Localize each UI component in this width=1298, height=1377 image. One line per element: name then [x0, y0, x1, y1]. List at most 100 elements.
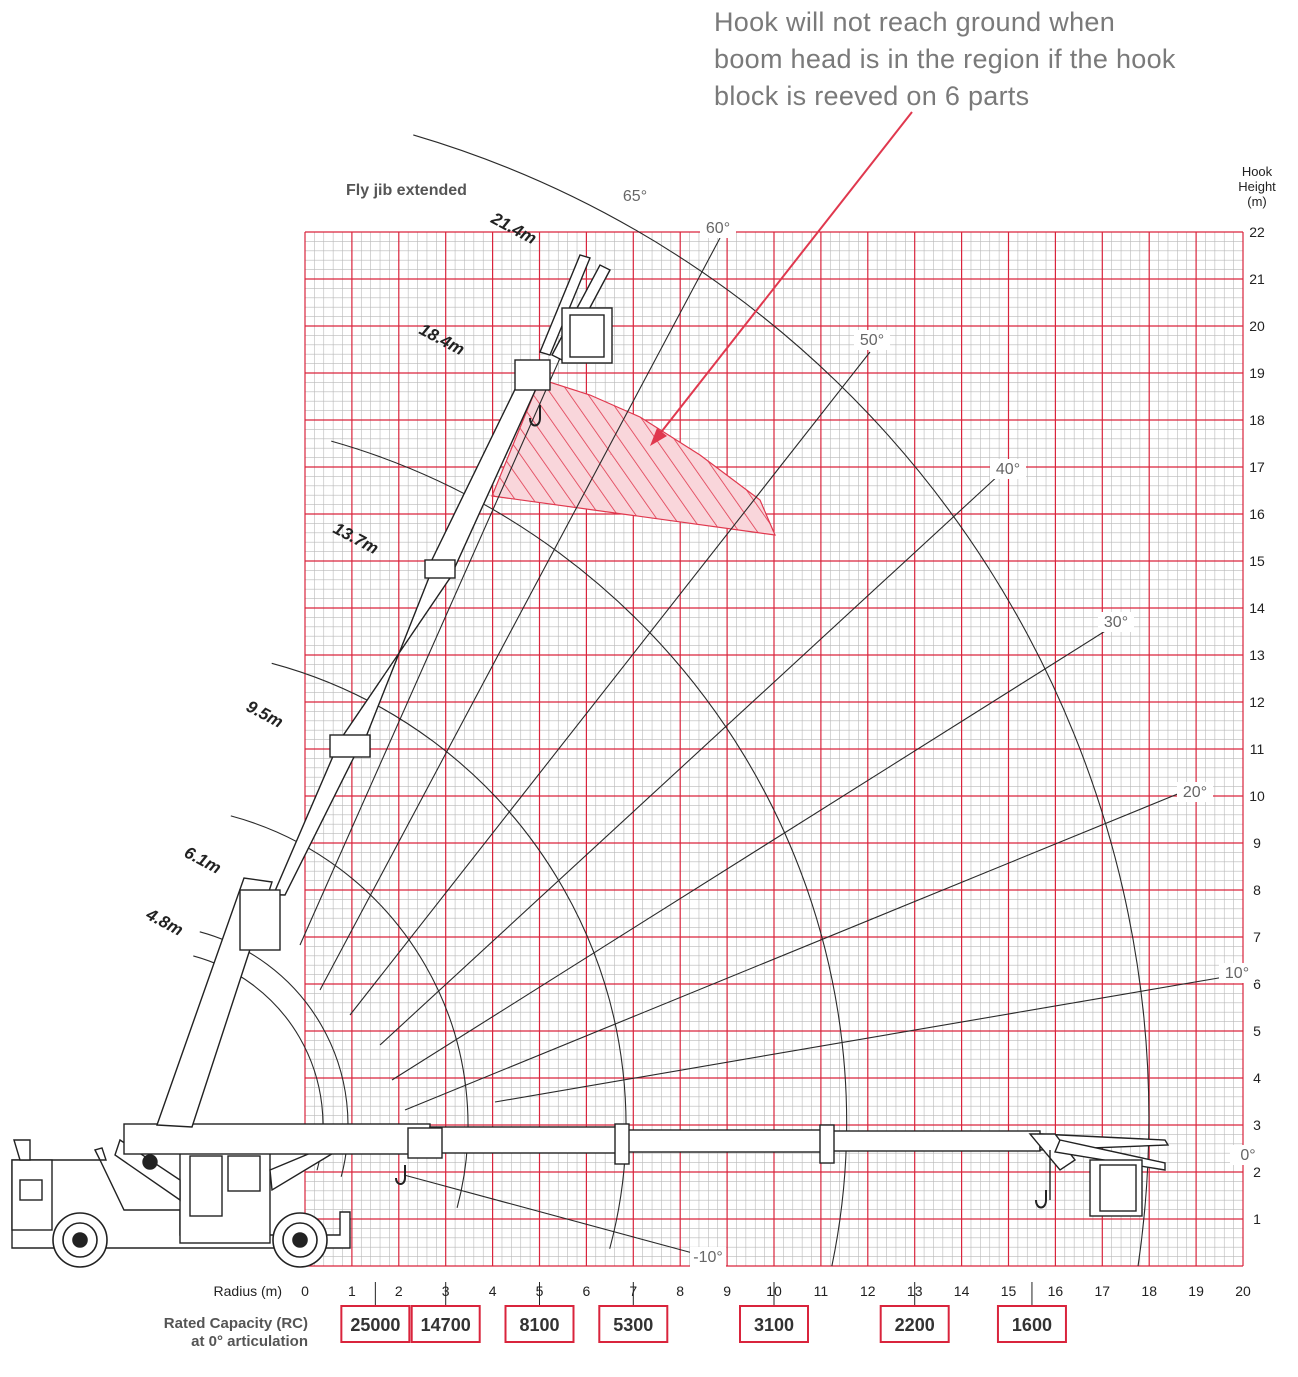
y-tick-label: 15	[1249, 553, 1265, 569]
x-tick-label: 15	[1001, 1283, 1017, 1299]
y-tick-label: 18	[1249, 412, 1265, 428]
y-tick-label: 8	[1253, 882, 1261, 898]
y-tick-label: 16	[1249, 506, 1265, 522]
x-tick-label: 1	[348, 1283, 356, 1299]
angle-label: 50°	[860, 332, 884, 349]
angle-label: -10°	[693, 1249, 723, 1266]
capacity-value: 14700	[421, 1315, 471, 1335]
capacity-value: 2200	[895, 1315, 935, 1335]
capacity-value: 25000	[350, 1315, 400, 1335]
x-tick-label: 11	[814, 1283, 829, 1299]
y-tick-label: 14	[1249, 600, 1265, 616]
annotation-line: Hook will not reach ground when	[714, 7, 1116, 37]
capacity-value: 3100	[754, 1315, 794, 1335]
x-tick-label: 17	[1095, 1283, 1111, 1299]
angle-label-bg	[617, 186, 653, 206]
y-axis-title: Height	[1238, 179, 1276, 194]
annotation-text: Hook will not reach ground when boom hea…	[714, 4, 1274, 115]
y-tick-label: 6	[1253, 976, 1261, 992]
capacity-cell	[340, 1305, 411, 1343]
y-tick-label: 9	[1253, 835, 1261, 851]
x-axis-title: Radius (m)	[214, 1283, 282, 1299]
y-tick-label: 7	[1253, 929, 1261, 945]
x-tick-label: 0	[301, 1283, 309, 1299]
angle-line	[404, 792, 1181, 1111]
capacity-cell	[996, 1305, 1067, 1343]
angle-lines	[299, 237, 1237, 1256]
angle-label: 65°	[623, 188, 647, 205]
x-tick-label: 2	[395, 1283, 403, 1299]
capacity-value: 5300	[613, 1315, 653, 1335]
angle-label-bg	[1230, 1145, 1266, 1165]
y-tick-label: 5	[1253, 1023, 1261, 1039]
angle-label: 40°	[996, 461, 1020, 478]
angle-label: 0°	[1240, 1147, 1255, 1164]
boom-length-label: 6.1m	[181, 843, 224, 878]
y-axis-title: Hook	[1242, 164, 1273, 179]
capacity-value: 1600	[1012, 1315, 1052, 1335]
capacity-value: 8100	[519, 1315, 559, 1335]
capacity-cell	[879, 1305, 950, 1343]
angle-label-bg	[1219, 963, 1255, 983]
y-tick-label: 1	[1253, 1211, 1261, 1227]
angle-line	[403, 1174, 701, 1256]
angle-line	[319, 237, 721, 991]
x-tick-label: 20	[1235, 1283, 1251, 1299]
capacity-cell	[410, 1305, 481, 1343]
x-tick-label: 9	[723, 1283, 731, 1299]
raised-boom	[156, 254, 613, 1128]
angle-label-bg	[690, 1247, 726, 1267]
major-grid	[304, 231, 1244, 1267]
x-tick-label: 4	[489, 1283, 497, 1299]
annotation-arrowhead	[650, 428, 667, 446]
capacity-title: Rated Capacity (RC)	[164, 1315, 308, 1332]
y-tick-label: 22	[1249, 224, 1265, 240]
y-tick-label: 2	[1253, 1164, 1261, 1180]
angle-label-bg	[1177, 782, 1213, 802]
x-tick-label: 8	[676, 1283, 684, 1299]
angle-label: 60°	[706, 220, 730, 237]
hook-tip-icon	[1035, 1190, 1047, 1209]
capacity-title: at 0° articulation	[191, 1333, 308, 1350]
capacity-cell	[739, 1305, 809, 1343]
y-tick-label: 20	[1249, 318, 1265, 334]
boom-arc	[413, 134, 1150, 1267]
x-tick-label: 12	[860, 1283, 876, 1299]
boom-length-label: 4.8m	[142, 904, 186, 939]
angle-label-bg	[990, 459, 1026, 479]
x-tick-label: 19	[1188, 1283, 1204, 1299]
y-tick-label: 13	[1249, 647, 1265, 663]
y-tick-label: 19	[1249, 365, 1265, 381]
wheels	[52, 1212, 328, 1268]
x-tick-label: 18	[1141, 1283, 1157, 1299]
angle-label: 20°	[1183, 784, 1207, 801]
hook-top-icon	[529, 405, 541, 427]
y-tick-label: 17	[1249, 459, 1265, 475]
angle-line	[391, 627, 1111, 1081]
boom-length-label: 21.4m	[487, 208, 539, 248]
x-tick-label: 16	[1048, 1283, 1064, 1299]
boom-length-label: 9.5m	[243, 697, 286, 732]
angle-line	[379, 473, 1001, 1046]
y-tick-label: 12	[1249, 694, 1265, 710]
y-tick-label: 3	[1253, 1117, 1261, 1133]
capacity-cell	[504, 1305, 575, 1343]
y-tick-label: 10	[1249, 788, 1265, 804]
annotation-arrow	[654, 111, 913, 441]
annotation-line: boom head is in the region if the hook	[714, 44, 1176, 74]
angle-label-bg	[700, 218, 736, 238]
unreachable-hook-region	[491, 378, 776, 536]
y-axis-title: (m)	[1247, 194, 1267, 209]
heading: Fly jib extended	[346, 182, 467, 199]
boom-length-label: 13.7m	[330, 519, 381, 558]
capacity-cell	[598, 1305, 669, 1343]
angle-label: 10°	[1225, 965, 1249, 982]
y-tick-label: 4	[1253, 1070, 1261, 1086]
horizontal-boom	[123, 1123, 1170, 1217]
angle-label-bg	[854, 330, 890, 350]
x-tick-label: 14	[954, 1283, 970, 1299]
x-tick-label: 6	[583, 1283, 591, 1299]
angle-label-bg	[1098, 612, 1134, 632]
y-tick-label: 11	[1250, 741, 1265, 757]
